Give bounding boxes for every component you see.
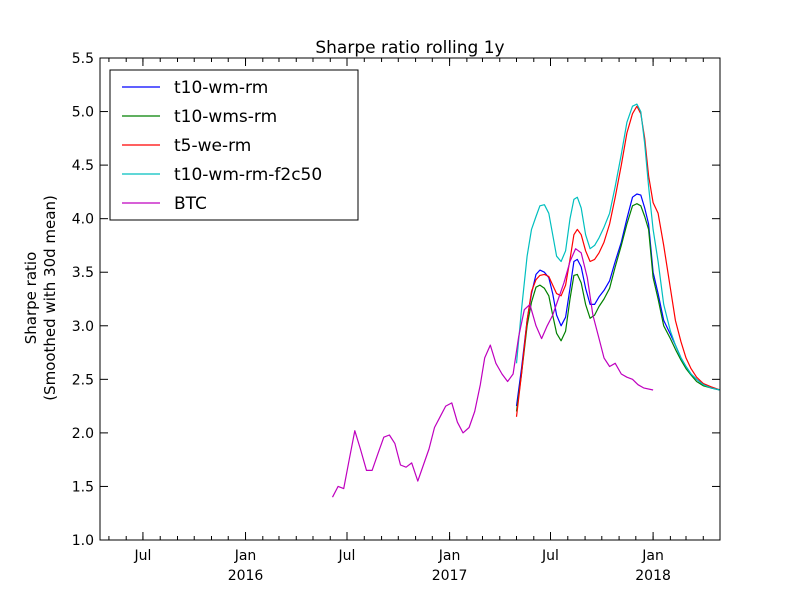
y-tick-label: 1.5 (72, 479, 94, 495)
x-tick-label: Jan (641, 548, 664, 564)
x-tick-label: Jul (541, 548, 559, 564)
series-line-BTC (331, 248, 654, 498)
y-axis-label: Sharpe ratio (Smoothed with 30d mean) (22, 195, 59, 401)
y-tick-label: 2.5 (72, 372, 94, 388)
legend-label: t10-wm-rm (174, 78, 268, 98)
x-tick-label: Jul (338, 548, 356, 564)
x-tick-year-label: 2016 (228, 568, 264, 584)
y-tick-label: 4.0 (72, 212, 94, 228)
y-tick-label: 5.0 (72, 105, 94, 121)
legend-entries: t10-wm-rm t10-wms-rm t5-we-rm t10-wm-rm-f2c… (122, 78, 322, 214)
x-tick-label: Jul (133, 548, 151, 564)
y-tick-label: 5.5 (72, 51, 94, 67)
plot-frame (99, 57, 721, 541)
legend-label: BTC (174, 194, 207, 214)
y-axis-label-line-2: (Smoothed with 30d mean) (41, 195, 59, 401)
chart-title: Sharpe ratio rolling 1y (315, 38, 504, 58)
y-tick-label: 1.0 (72, 533, 94, 549)
y-tick-label: 3.5 (72, 265, 94, 281)
series-lines (331, 103, 721, 498)
legend-label: t10-wms-rm (174, 107, 277, 127)
x-tick-label: Jan (438, 548, 461, 564)
series-line-t5-we-rm (515, 105, 721, 417)
y-tick-label: 3.0 (72, 319, 94, 335)
legend: t10-wm-rm t10-wms-rm t5-we-rm t10-wm-rm-f2c… (109, 69, 359, 221)
x-tick-label: Jan (234, 548, 257, 564)
axis-ticks: 1.0 1.5 2.0 2.5 3.0 3.5 4.0 4.5 5.0 5.5 Jul Jan 2016… (72, 51, 721, 584)
x-tick-year-label: 2017 (432, 568, 468, 584)
legend-label: t5-we-rm (174, 136, 251, 156)
series-line-t10-wm-rm (515, 193, 721, 407)
series-line-t10-wm-rm-f2c50 (515, 103, 721, 391)
series-line-t10-wms-rm (515, 203, 721, 412)
y-tick-label: 4.5 (72, 158, 94, 174)
x-tick-year-label: 2018 (635, 568, 671, 584)
y-tick-label: 2.0 (72, 426, 94, 442)
legend-label: t10-wm-rm-f2c50 (174, 165, 322, 185)
y-axis-label-line-1: Sharpe ratio (22, 252, 40, 345)
